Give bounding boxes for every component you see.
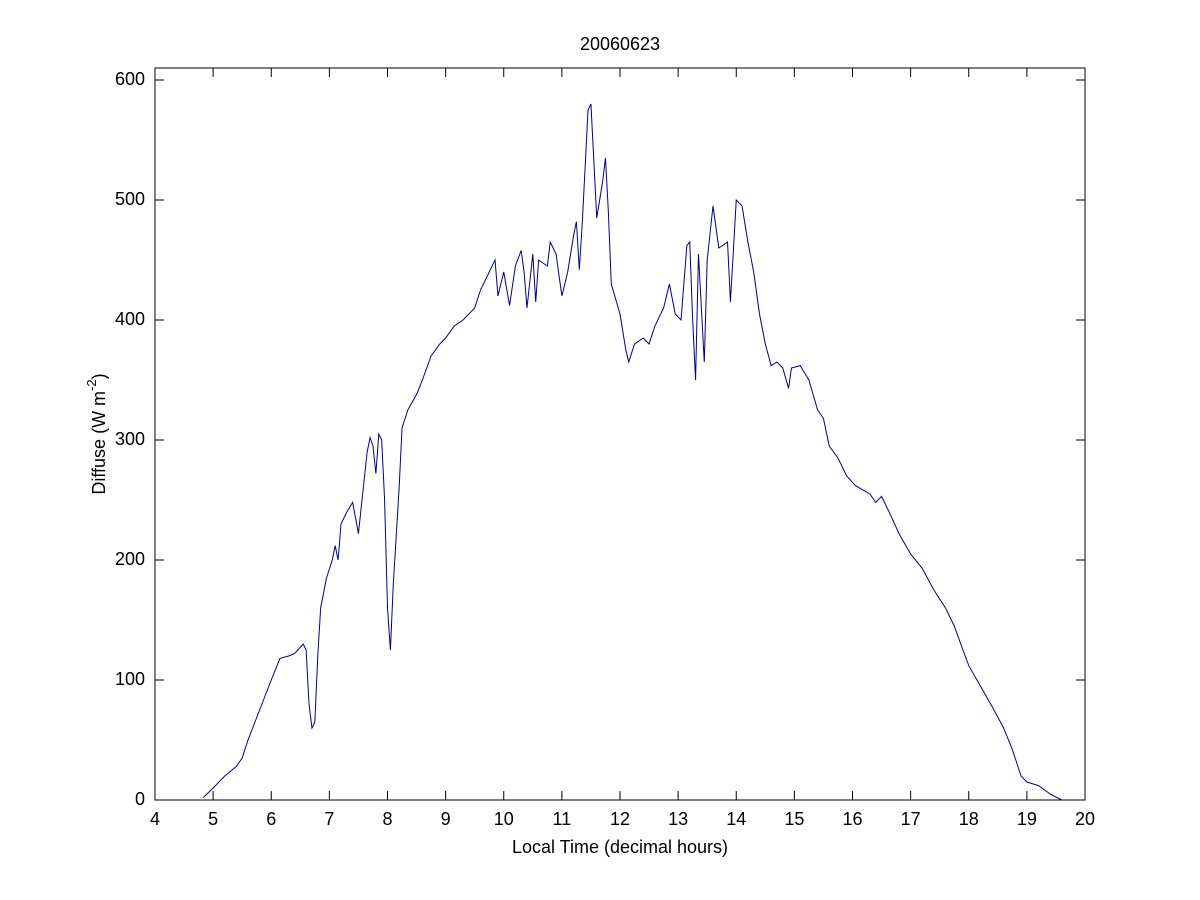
y-tick-label: 500 <box>115 189 145 209</box>
x-tick-label: 5 <box>208 809 218 829</box>
x-axis-label: Local Time (decimal hours) <box>512 837 728 857</box>
x-tick-label: 17 <box>901 809 921 829</box>
x-tick-label: 13 <box>668 809 688 829</box>
x-tick-label: 18 <box>959 809 979 829</box>
y-tick-label: 100 <box>115 669 145 689</box>
y-tick-label: 300 <box>115 429 145 449</box>
x-tick-label: 4 <box>150 809 160 829</box>
y-axis-label-superscript: -2 <box>84 379 99 391</box>
x-tick-label: 16 <box>842 809 862 829</box>
y-tick-label: 0 <box>135 789 145 809</box>
y-axis-label-text: Diffuse (W m <box>89 391 109 495</box>
y-tick-label: 400 <box>115 309 145 329</box>
y-tick-label: 200 <box>115 549 145 569</box>
x-tick-label: 14 <box>726 809 746 829</box>
x-tick-label: 20 <box>1075 809 1095 829</box>
x-tick-label: 11 <box>553 809 572 829</box>
x-tick-label: 7 <box>324 809 334 829</box>
y-tick-label: 600 <box>115 69 145 89</box>
y-axis-label-suffix: ) <box>89 373 109 379</box>
data-line <box>202 103 1062 801</box>
x-tick-label: 10 <box>494 809 514 829</box>
x-tick-label: 15 <box>784 809 804 829</box>
x-tick-label: 19 <box>1017 809 1037 829</box>
x-tick-label: 6 <box>266 809 276 829</box>
x-tick-label: 12 <box>610 809 630 829</box>
chart-title: 20060623 <box>580 34 660 54</box>
y-axis-label: Diffuse (W m-2) <box>84 373 108 494</box>
x-tick-label: 9 <box>441 809 451 829</box>
x-tick-label: 8 <box>382 809 392 829</box>
